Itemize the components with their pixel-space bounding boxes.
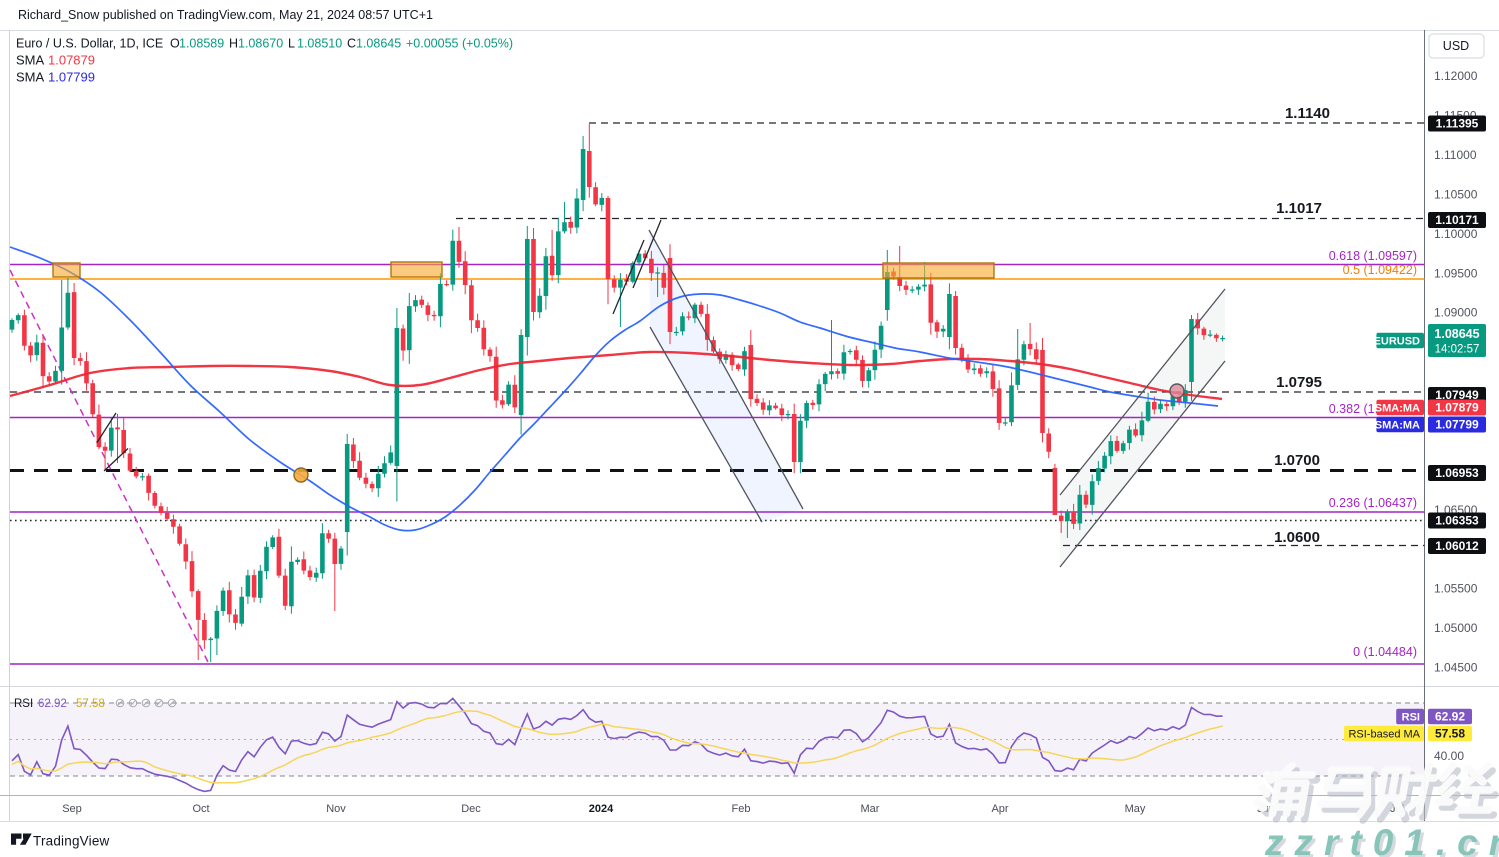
svg-text:57.58: 57.58 [76, 698, 105, 710]
svg-text:1.12000: 1.12000 [1434, 69, 1478, 83]
svg-text:1.11395: 1.11395 [1436, 117, 1479, 131]
svg-text:L: L [288, 37, 295, 51]
svg-text:1.08670: 1.08670 [238, 37, 283, 51]
svg-text:May: May [1125, 803, 1146, 815]
svg-text:0.5 (1.09422): 0.5 (1.09422) [1343, 263, 1417, 277]
svg-text:40.00: 40.00 [1434, 749, 1464, 763]
svg-text:1.0795: 1.0795 [1276, 374, 1322, 391]
svg-text:1.05000: 1.05000 [1434, 621, 1478, 635]
svg-text:1.04500: 1.04500 [1434, 661, 1478, 675]
svg-text:+0.00055 (+0.05%): +0.00055 (+0.05%) [406, 37, 513, 51]
svg-text:1.06012: 1.06012 [1435, 539, 1479, 553]
svg-text:1.09500: 1.09500 [1434, 266, 1478, 280]
svg-text:1.07949: 1.07949 [1435, 388, 1479, 402]
svg-text:62.92: 62.92 [1435, 710, 1465, 724]
svg-text:EURUSD: EURUSD [1374, 335, 1421, 347]
svg-text:1.1017: 1.1017 [1276, 200, 1322, 217]
svg-text:1.08589: 1.08589 [179, 37, 224, 51]
svg-text:1.10000: 1.10000 [1434, 227, 1478, 241]
svg-text:USD: USD [1443, 39, 1469, 53]
svg-text:1.07799: 1.07799 [48, 70, 95, 85]
svg-text:C: C [347, 37, 356, 51]
svg-text:1.08510: 1.08510 [297, 37, 342, 51]
svg-text:O: O [170, 37, 180, 51]
svg-text:Apr: Apr [991, 803, 1008, 815]
svg-text:Mar: Mar [861, 803, 880, 815]
svg-text:RSI-based MA: RSI-based MA [1348, 728, 1420, 740]
svg-text:Richard_Snow published on Trad: Richard_Snow published on TradingView.co… [18, 8, 433, 22]
svg-text:1.07799: 1.07799 [1435, 418, 1479, 432]
svg-text:0.236 (1.06437): 0.236 (1.06437) [1329, 496, 1417, 510]
svg-text:1.1140: 1.1140 [1285, 105, 1330, 122]
svg-text:Sep: Sep [62, 803, 82, 815]
svg-text:62.92: 62.92 [38, 698, 67, 710]
svg-text:1.08645: 1.08645 [356, 37, 401, 51]
svg-text:Feb: Feb [732, 803, 751, 815]
svg-text:SMA: SMA [16, 70, 45, 85]
svg-text:0 (1.04484): 0 (1.04484) [1353, 645, 1417, 659]
svg-text:SMA:MA: SMA:MA [1375, 402, 1420, 414]
svg-text:1.09000: 1.09000 [1434, 306, 1478, 320]
svg-text:TradingView: TradingView [33, 834, 110, 849]
svg-text:1.05500: 1.05500 [1434, 582, 1478, 596]
svg-text:0.618 (1.09597): 0.618 (1.09597) [1329, 249, 1417, 263]
svg-text:1.08645: 1.08645 [1434, 327, 1479, 341]
svg-text:1.07879: 1.07879 [48, 53, 95, 68]
svg-text:RSI: RSI [1402, 711, 1420, 723]
svg-text:57.58: 57.58 [1435, 727, 1465, 741]
svg-text:1.07879: 1.07879 [1435, 401, 1479, 415]
svg-text:zzrt01.cn: zzrt01.cn [1264, 822, 1499, 857]
svg-text:Nov: Nov [326, 803, 346, 815]
svg-text:1.0700: 1.0700 [1274, 452, 1320, 469]
svg-text:1.10171: 1.10171 [1435, 213, 1479, 227]
svg-text:H: H [229, 37, 238, 51]
svg-text:zzrt01.cn: zzrt01.cn [1267, 825, 1499, 857]
svg-text:RSI: RSI [14, 698, 33, 710]
svg-text:2024: 2024 [589, 803, 614, 815]
svg-text:1.11000: 1.11000 [1434, 148, 1477, 162]
svg-text:1.0600: 1.0600 [1274, 529, 1320, 546]
svg-text:SMA:MA: SMA:MA [1375, 419, 1420, 431]
svg-text:SMA: SMA [16, 53, 45, 68]
svg-text:1.06953: 1.06953 [1435, 466, 1479, 480]
svg-text:Oct: Oct [192, 803, 209, 815]
svg-text:1.10500: 1.10500 [1434, 188, 1478, 202]
svg-text:1.06353: 1.06353 [1435, 514, 1479, 528]
svg-text:Dec: Dec [461, 803, 481, 815]
svg-text:Euro / U.S. Dollar, 1D, ICE: Euro / U.S. Dollar, 1D, ICE [16, 37, 163, 51]
svg-text:14:02:57: 14:02:57 [1435, 344, 1480, 356]
